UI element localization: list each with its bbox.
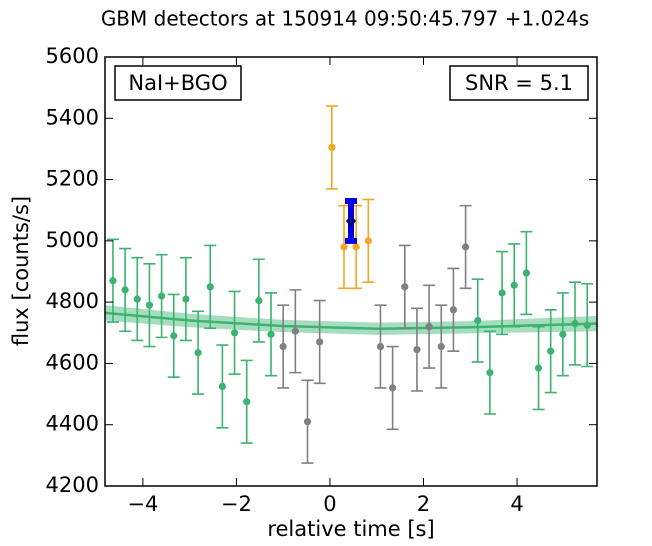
point xyxy=(376,342,385,351)
point xyxy=(352,243,360,251)
y-tick-label: 5400 xyxy=(46,105,99,129)
x-tick-label: 4 xyxy=(510,492,523,516)
point xyxy=(437,342,445,351)
point xyxy=(255,297,263,305)
point xyxy=(547,347,555,355)
point xyxy=(425,323,433,331)
point xyxy=(279,342,287,351)
point xyxy=(170,332,178,340)
y-tick-label: 5200 xyxy=(46,167,99,191)
point xyxy=(303,418,312,426)
point xyxy=(230,329,239,337)
point xyxy=(194,349,202,357)
point xyxy=(364,237,372,245)
x-tick-label: −4 xyxy=(127,492,158,516)
point xyxy=(522,269,530,277)
annotation: SNR = 5.1 xyxy=(465,71,573,95)
point xyxy=(534,364,543,372)
point xyxy=(340,243,348,251)
y-tick-label: 5600 xyxy=(46,44,99,68)
point xyxy=(401,283,409,291)
point xyxy=(571,319,579,328)
annotation-box xyxy=(449,65,589,101)
annotation: NaI+BGO xyxy=(128,71,227,95)
point xyxy=(121,286,129,294)
y-tick-label: 5000 xyxy=(46,228,99,252)
y-axis-label: flux [counts/s] xyxy=(9,196,33,346)
plot-area xyxy=(105,105,597,464)
point xyxy=(449,306,458,314)
point xyxy=(328,143,336,151)
point xyxy=(486,369,494,377)
point xyxy=(133,295,141,303)
point xyxy=(346,214,356,227)
point xyxy=(218,382,226,391)
point xyxy=(559,330,567,338)
point xyxy=(583,321,591,329)
point xyxy=(389,384,397,392)
y-tick-label: 4400 xyxy=(46,412,99,436)
point xyxy=(145,301,154,309)
y-tick-label: 4800 xyxy=(46,289,99,313)
plot-frame xyxy=(104,56,598,487)
fit-line xyxy=(105,311,597,331)
y-tick-label: 4200 xyxy=(46,473,99,497)
x-tick-label: −2 xyxy=(221,492,252,516)
point xyxy=(316,338,324,346)
chart-title: GBM detectors at 150914 09:50:45.797 +1.… xyxy=(101,7,589,31)
point xyxy=(461,243,470,251)
point xyxy=(182,295,190,303)
point xyxy=(498,289,506,297)
point xyxy=(267,330,275,338)
point xyxy=(109,277,117,285)
annotation-box xyxy=(114,65,242,101)
point xyxy=(157,292,166,300)
x-tick-label: 0 xyxy=(323,492,336,516)
point xyxy=(291,327,299,335)
point xyxy=(510,281,518,289)
point xyxy=(413,346,421,354)
x-axis-label: relative time [s] xyxy=(267,517,434,541)
point xyxy=(243,398,251,406)
x-tick-label: 2 xyxy=(417,492,430,516)
point xyxy=(474,316,482,325)
y-tick-label: 4600 xyxy=(46,350,99,374)
point xyxy=(206,283,214,291)
